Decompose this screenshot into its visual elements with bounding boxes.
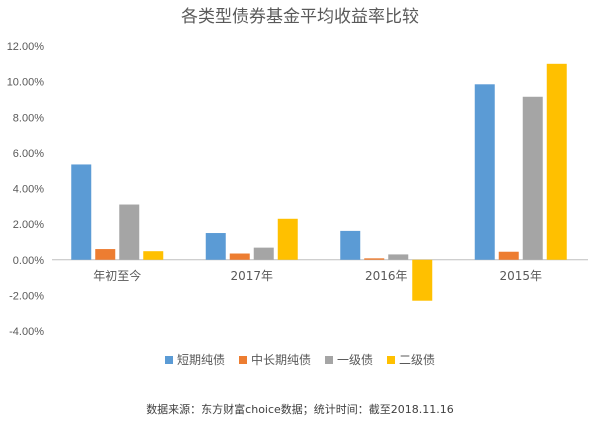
- bar-2-3: [364, 258, 385, 260]
- bar-1-4: [474, 84, 495, 260]
- bar-1-1: [71, 164, 92, 260]
- bar-2-1: [95, 249, 116, 260]
- legend-label-4: 二级债: [399, 353, 435, 367]
- bar-3-2: [253, 247, 274, 260]
- y-axis: 12.00% 10.00% 8.00% 6.00% 4.00% 2.00% 0.00% -2.…: [7, 41, 45, 338]
- bar-groups: [71, 63, 567, 301]
- x-axis-categories: 年初至今 2017年 2016年 2015年: [93, 268, 542, 283]
- data-source-note: 数据来源：东方财富choice数据；统计时间：截至2018.11.16: [146, 402, 454, 416]
- legend: 短期纯债 中长期纯债 一级债 二级债: [165, 352, 435, 367]
- x-category-label: 2015年: [499, 269, 542, 283]
- y-tick-label: 4.00%: [13, 184, 44, 196]
- y-tick-label: 6.00%: [13, 148, 44, 160]
- y-tick-label: -2.00%: [9, 290, 44, 302]
- bar-1-3: [340, 230, 361, 260]
- y-tick-label: -4.00%: [9, 326, 44, 338]
- legend-label-3: 一级债: [337, 353, 373, 367]
- y-tick-label: 10.00%: [7, 77, 45, 89]
- legend-swatch-2: [239, 356, 247, 364]
- bar-4-4: [546, 63, 567, 260]
- bar-1-2: [205, 233, 226, 260]
- y-tick-label: 8.00%: [13, 112, 44, 124]
- x-category-label: 2017年: [230, 269, 273, 283]
- legend-swatch-1: [165, 356, 173, 364]
- y-tick-label: 0.00%: [13, 255, 44, 267]
- bar-3-3: [388, 254, 409, 260]
- bar-3-4: [522, 96, 543, 260]
- bar-2-4: [498, 251, 519, 260]
- y-tick-label: 12.00%: [7, 41, 45, 53]
- bar-4-1: [143, 251, 164, 260]
- bar-4-3: [412, 259, 433, 301]
- x-category-label: 年初至今: [93, 268, 141, 283]
- bar-2-2: [229, 253, 250, 260]
- legend-swatch-3: [325, 356, 333, 364]
- y-tick-label: 2.00%: [13, 219, 44, 231]
- bar-3-1: [119, 204, 140, 260]
- bar-4-2: [277, 218, 298, 260]
- chart-title: 各类型债券基金平均收益率比较: [181, 7, 419, 27]
- legend-swatch-4: [387, 356, 395, 364]
- legend-label-2: 中长期纯债: [251, 352, 311, 367]
- legend-label-1: 短期纯债: [177, 353, 225, 367]
- x-category-label: 2016年: [365, 269, 408, 283]
